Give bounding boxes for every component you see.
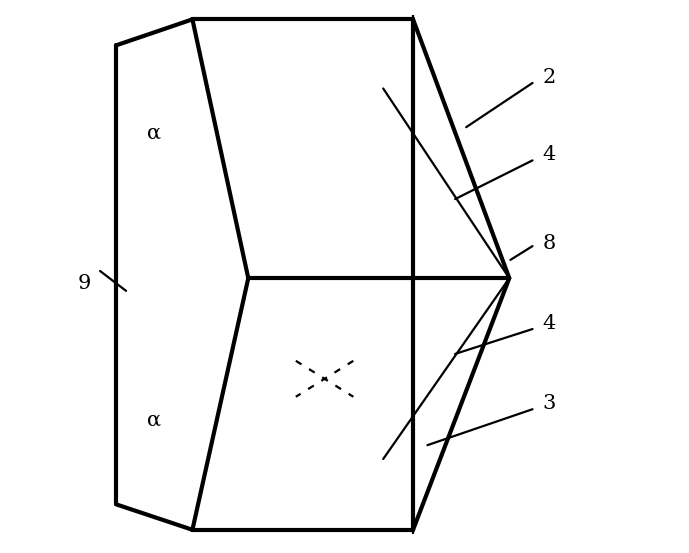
Text: α: α xyxy=(147,411,161,430)
Text: 3: 3 xyxy=(542,394,556,413)
Text: 4: 4 xyxy=(542,145,556,164)
Text: 4: 4 xyxy=(542,314,556,333)
Text: 9: 9 xyxy=(78,274,91,293)
Text: 8: 8 xyxy=(542,234,556,253)
Text: 2: 2 xyxy=(542,68,556,87)
Text: α: α xyxy=(147,123,161,142)
